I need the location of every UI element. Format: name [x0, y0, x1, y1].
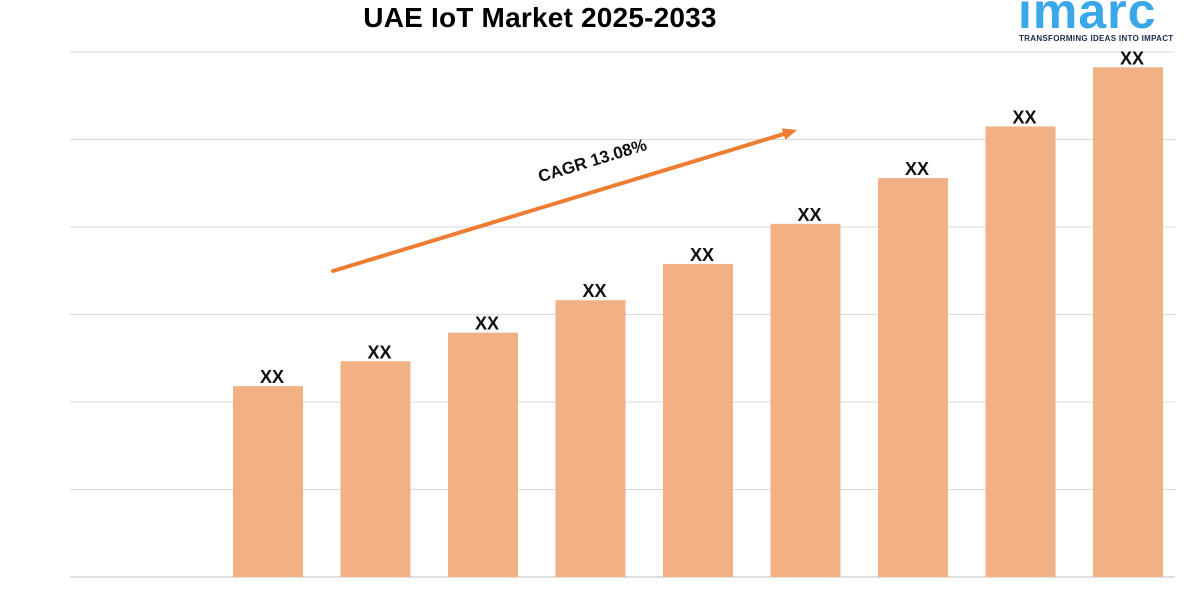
bar [340, 361, 411, 577]
cagr-arrow-head [781, 128, 797, 140]
value-labels: XX XX XX XX XX XX XX XX XX [260, 48, 1144, 387]
bar-value-label: XX [367, 342, 391, 362]
bar-value-label: XX [475, 314, 499, 334]
bar-value-label: XX [1120, 48, 1144, 68]
bar-value-label: XX [260, 367, 284, 387]
bar-value-label: XX [797, 205, 821, 225]
bar [1093, 67, 1163, 577]
logo-wordmark: imarc [1018, 0, 1157, 39]
bar-value-label: XX [1012, 107, 1036, 127]
bars [233, 67, 1163, 578]
bar [555, 300, 626, 577]
logo-tagline: TRANSFORMING IDEAS INTO IMPACT [1019, 34, 1174, 43]
cagr-annotation: CAGR 13.08% [331, 128, 797, 273]
bar [233, 386, 303, 577]
imarc-logo: imarc TRANSFORMING IDEAS INTO IMPACT [1018, 0, 1178, 48]
bar [448, 332, 518, 577]
bar [663, 263, 733, 577]
bar-value-label: XX [905, 159, 929, 179]
bar-value-label: XX [690, 245, 714, 265]
bar [985, 126, 1056, 578]
chart-title: UAE IoT Market 2025-2033 [363, 2, 717, 33]
bar [770, 223, 841, 577]
bar [878, 178, 948, 577]
bar-value-label: XX [582, 281, 606, 301]
cagr-arrow [331, 132, 786, 273]
